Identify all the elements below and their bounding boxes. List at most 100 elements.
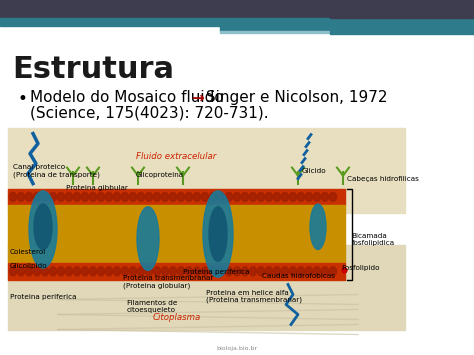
Text: Proteina periferica: Proteina periferica [10,294,76,300]
Bar [8,245,405,330]
Text: Proteina gibbular: Proteina gibbular [66,185,128,191]
Text: Fosfolipido: Fosfolipido [341,265,380,271]
Text: Bicamada
fosfolipidica: Bicamada fosfolipidica [351,233,394,246]
Bar [8,205,346,263]
Ellipse shape [226,267,233,276]
Ellipse shape [310,204,326,250]
Ellipse shape [241,267,248,276]
Text: Proteina transmenbranar
(Proteina globular): Proteina transmenbranar (Proteina globul… [123,275,213,289]
Ellipse shape [26,192,33,201]
Ellipse shape [170,267,176,276]
Ellipse shape [321,192,328,201]
Text: Citoplasma: Citoplasma [152,313,201,322]
Ellipse shape [34,267,40,276]
Ellipse shape [65,192,73,201]
Ellipse shape [49,192,56,201]
Ellipse shape [170,192,176,201]
Ellipse shape [90,267,97,276]
Ellipse shape [249,267,256,276]
Bar [220,26,474,31]
Ellipse shape [210,192,217,201]
Text: Caudas hidrofobicas: Caudas hidrofobicas [262,273,335,279]
Ellipse shape [90,192,97,201]
Text: Filamentos de
citoesqueleto: Filamentos de citoesqueleto [127,300,177,313]
Ellipse shape [218,192,225,201]
Ellipse shape [298,192,304,201]
Ellipse shape [113,192,120,201]
Ellipse shape [137,192,145,201]
Ellipse shape [218,267,225,276]
Text: →: → [191,90,204,105]
Text: Estrutura: Estrutura [12,55,174,84]
Text: Cabeças hidrofilicas: Cabeças hidrofilicas [347,176,419,182]
Ellipse shape [113,267,120,276]
Ellipse shape [241,192,248,201]
Ellipse shape [226,192,233,201]
Ellipse shape [265,267,273,276]
Ellipse shape [177,192,184,201]
Text: bioloja.bio.br: bioloja.bio.br [217,346,257,351]
Text: Glicido: Glicido [302,168,327,174]
Ellipse shape [34,192,40,201]
Ellipse shape [146,192,153,201]
Ellipse shape [18,267,25,276]
Ellipse shape [290,192,297,201]
Ellipse shape [290,267,297,276]
Ellipse shape [210,267,217,276]
Ellipse shape [193,267,201,276]
Ellipse shape [203,191,233,277]
Ellipse shape [185,192,192,201]
Text: •: • [18,90,28,108]
Ellipse shape [249,192,256,201]
Text: (Science, 175(4023): 720-731).: (Science, 175(4023): 720-731). [30,106,269,121]
Ellipse shape [9,267,17,276]
Ellipse shape [57,192,64,201]
Ellipse shape [177,267,184,276]
Bar [8,128,405,213]
Ellipse shape [42,267,48,276]
Ellipse shape [73,267,81,276]
Ellipse shape [121,267,128,276]
Ellipse shape [234,267,240,276]
Ellipse shape [162,267,168,276]
Text: Glicolipido: Glicolipido [10,263,47,269]
Ellipse shape [65,267,73,276]
Text: Colesterol: Colesterol [10,249,46,255]
Bar [0,18,474,26]
Text: Proteina periferica: Proteina periferica [182,269,249,275]
Ellipse shape [298,267,304,276]
Bar [8,263,346,279]
Ellipse shape [29,191,57,268]
Bar [330,18,474,34]
Ellipse shape [273,192,281,201]
Ellipse shape [137,267,145,276]
Ellipse shape [185,267,192,276]
Ellipse shape [282,267,289,276]
Ellipse shape [9,192,17,201]
Ellipse shape [34,204,52,250]
Bar [0,0,474,18]
Text: Modelo do Mosaico fluido: Modelo do Mosaico fluido [30,90,228,105]
Text: Canal proteico
(Proteina de transporte): Canal proteico (Proteina de transporte) [13,164,100,178]
Ellipse shape [313,267,320,276]
Ellipse shape [154,192,161,201]
Text: Proteina em helice alfa
(Proteina transmenbranar): Proteina em helice alfa (Proteina transm… [207,290,302,303]
Ellipse shape [329,267,337,276]
Ellipse shape [121,192,128,201]
Ellipse shape [282,192,289,201]
Ellipse shape [137,207,159,271]
Ellipse shape [265,192,273,201]
Ellipse shape [201,192,209,201]
Ellipse shape [57,267,64,276]
Ellipse shape [42,192,48,201]
Ellipse shape [129,267,137,276]
Ellipse shape [201,267,209,276]
Ellipse shape [257,192,264,201]
Text: Singer e Nicolson, 1972: Singer e Nicolson, 1972 [201,90,388,105]
Ellipse shape [106,267,112,276]
Ellipse shape [209,207,227,261]
Ellipse shape [273,267,281,276]
Ellipse shape [82,267,89,276]
Ellipse shape [313,192,320,201]
Ellipse shape [329,192,337,201]
